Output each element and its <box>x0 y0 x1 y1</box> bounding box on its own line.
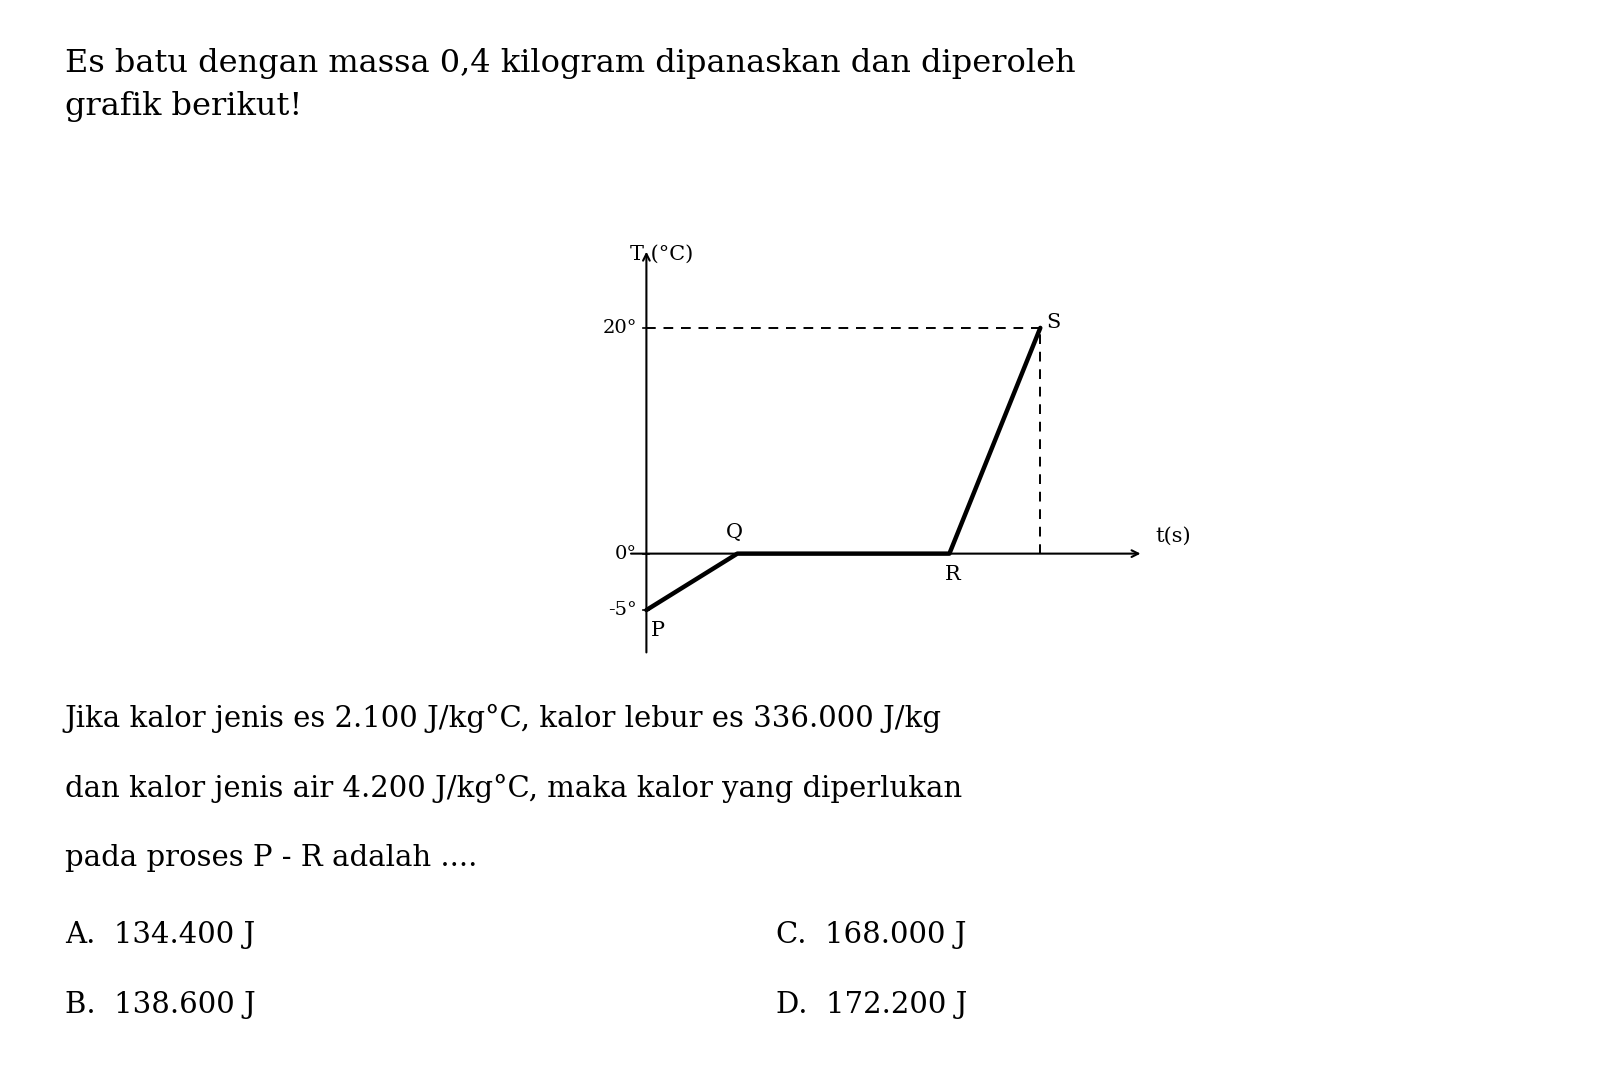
Text: A.  134.400 J: A. 134.400 J <box>65 920 255 949</box>
Text: Jika kalor jenis es 2.100 J/kg°C, kalor lebur es 336.000 J/kg: Jika kalor jenis es 2.100 J/kg°C, kalor … <box>65 704 942 733</box>
Text: Es batu dengan massa 0,4 kilogram dipanaskan dan diperoleh: Es batu dengan massa 0,4 kilogram dipana… <box>65 48 1075 80</box>
Text: S: S <box>1047 313 1060 332</box>
Text: pada proses P - R adalah ....: pada proses P - R adalah .... <box>65 844 477 872</box>
Text: t(s): t(s) <box>1155 527 1191 546</box>
Text: dan kalor jenis air 4.200 J/kg°C, maka kalor yang diperlukan: dan kalor jenis air 4.200 J/kg°C, maka k… <box>65 774 962 803</box>
Text: -5°: -5° <box>609 601 637 619</box>
Text: D.  172.200 J: D. 172.200 J <box>776 991 966 1019</box>
Text: grafik berikut!: grafik berikut! <box>65 91 302 123</box>
Text: C.  168.000 J: C. 168.000 J <box>776 920 966 949</box>
Text: B.  138.600 J: B. 138.600 J <box>65 991 255 1019</box>
Text: Q: Q <box>726 524 743 542</box>
Text: T (°C): T (°C) <box>630 245 693 264</box>
Text: P: P <box>651 621 666 641</box>
Text: 0°: 0° <box>616 545 637 562</box>
Text: R: R <box>945 565 960 584</box>
Text: 20°: 20° <box>603 319 637 336</box>
